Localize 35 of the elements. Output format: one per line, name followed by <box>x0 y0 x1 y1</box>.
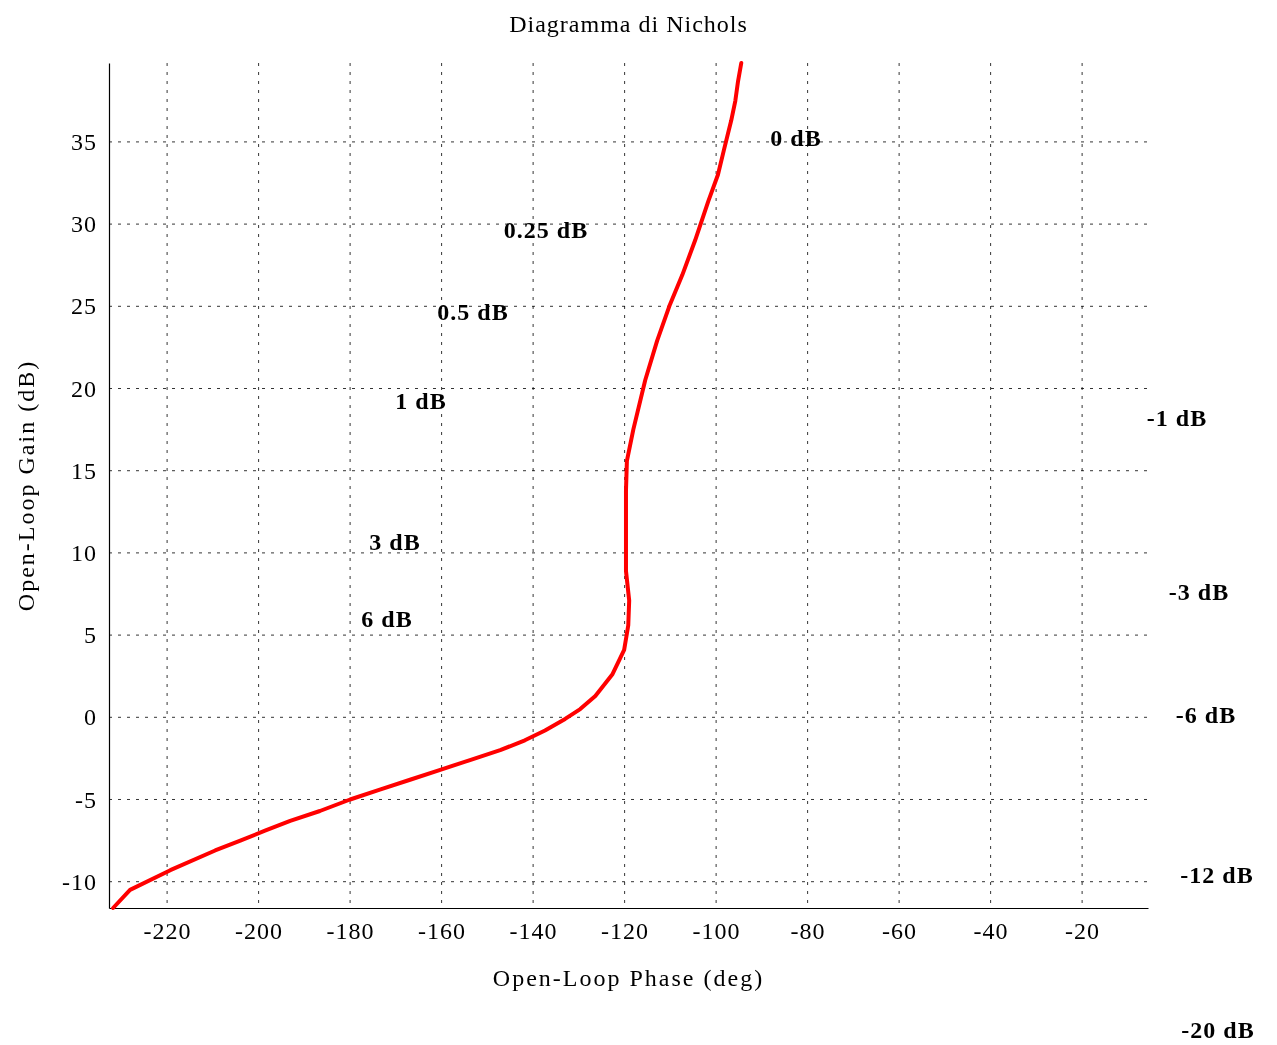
annotation: 0.5 dB <box>437 299 509 325</box>
x-tick-label: -160 <box>418 918 467 945</box>
annotation: 6 dB <box>361 606 413 632</box>
y-tick-label: 15 <box>71 457 97 484</box>
y-axis-title: Open-Loop Gain (dB) <box>13 359 39 612</box>
x-axis-title: Open-Loop Phase (deg) <box>492 965 765 991</box>
y-tick-label: 30 <box>71 211 97 238</box>
y-tick-label: 0 <box>84 704 97 731</box>
y-tick-label: 5 <box>84 622 97 649</box>
x-tick-label: -120 <box>601 918 650 945</box>
text: -12 dB <box>1180 862 1254 888</box>
x-tick-label: -200 <box>235 918 284 945</box>
text: -6 dB <box>1175 702 1237 728</box>
y-tick-label: -5 <box>75 786 97 813</box>
text: -3 dB <box>1168 579 1230 605</box>
x-tick-label: -100 <box>692 918 741 945</box>
y-tick-label: 10 <box>71 540 97 567</box>
y-tick-label: 25 <box>71 293 97 320</box>
text: -20 dB <box>1181 1017 1255 1043</box>
x-tick-label: -40 <box>973 918 1009 945</box>
y-tick-label: 20 <box>71 375 97 402</box>
annotation: -1 dB <box>1146 405 1208 431</box>
y-tick-label: 35 <box>71 129 97 156</box>
x-tick-label: -60 <box>882 918 918 945</box>
annotation: 1 dB <box>395 388 447 414</box>
x-tick-label: -140 <box>509 918 558 945</box>
x-tick-label: -20 <box>1065 918 1101 945</box>
annotation: 3 dB <box>369 529 421 555</box>
x-tick-label: -80 <box>790 918 826 945</box>
annotation: 0.25 dB <box>503 217 589 243</box>
x-tick-label: -220 <box>143 918 192 945</box>
chart-title: Diagramma di Nichols <box>509 11 748 37</box>
x-tick-label: -180 <box>326 918 375 945</box>
y-tick-label: -10 <box>62 868 97 895</box>
annotation: 0 dB <box>770 125 822 151</box>
